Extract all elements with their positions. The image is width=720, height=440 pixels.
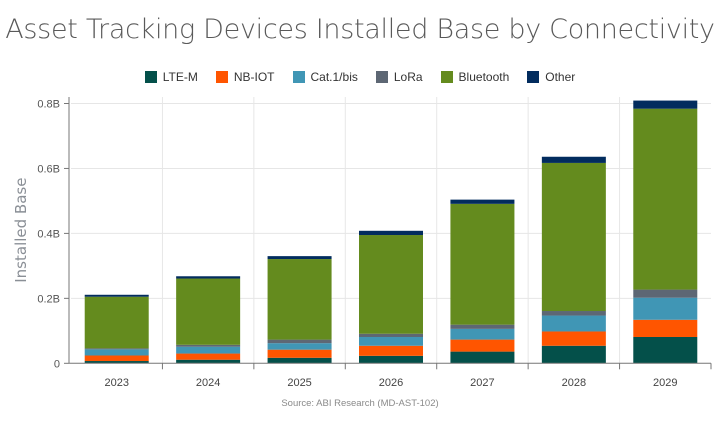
bar-lte-m-2029 — [633, 336, 698, 364]
bar-lte-m-2023 — [84, 361, 149, 364]
bar-bluetooth-2024 — [176, 278, 241, 345]
bar-nb-iot-2026 — [359, 345, 423, 356]
x-tick-label: 2024 — [196, 377, 220, 389]
bar-bluetooth-2029 — [633, 108, 698, 290]
bar-lora-2025 — [267, 339, 332, 344]
legend-item-bluetooth[interactable]: Bluetooth — [440, 70, 510, 84]
y-axis-title: Installed Base — [12, 178, 30, 283]
bar-cat-1-bis-2025 — [267, 343, 332, 350]
bar-other-2029 — [633, 100, 698, 109]
bar-lora-2026 — [359, 333, 423, 337]
legend-swatch — [292, 71, 305, 83]
y-tick-label: 0.8B — [37, 98, 60, 110]
legend-label: Other — [545, 70, 576, 84]
legend-item-lte-m[interactable]: LTE-M — [144, 70, 198, 84]
bar-lora-2023 — [84, 348, 149, 350]
bar-lte-m-2027 — [450, 351, 515, 364]
legend: LTE-M NB-IOT Cat.1/bis LoRa Bluetooth Other — [0, 70, 720, 84]
legend-swatch — [527, 71, 540, 83]
x-tick-label: 2027 — [470, 377, 494, 389]
bar-nb-iot-2028 — [541, 331, 606, 346]
bar-lora-2027 — [450, 324, 515, 329]
bar-other-2027 — [450, 199, 515, 204]
bar-nb-iot-2027 — [450, 339, 515, 352]
bar-cat-1-bis-2028 — [541, 315, 606, 332]
x-tick-label: 2028 — [562, 377, 586, 389]
bar-nb-iot-2025 — [267, 349, 332, 358]
legend-swatch — [375, 71, 388, 83]
bar-cat-1-bis-2023 — [84, 349, 149, 356]
y-tick-label: 0.2B — [37, 293, 60, 305]
bar-cat-1-bis-2024 — [176, 346, 241, 354]
bar-lora-2029 — [633, 289, 698, 298]
bar-lte-m-2028 — [541, 345, 606, 364]
bar-lora-2024 — [176, 344, 241, 347]
bar-bluetooth-2025 — [267, 259, 332, 340]
x-tick-label: 2023 — [104, 377, 128, 389]
bar-other-2025 — [267, 256, 332, 260]
y-tick-label: 0.4B — [37, 228, 60, 240]
bar-cat-1-bis-2027 — [450, 328, 515, 340]
bar-cat-1-bis-2026 — [359, 336, 423, 346]
legend-swatch — [144, 71, 157, 83]
legend-swatch — [215, 71, 228, 83]
legend-label: LoRa — [393, 70, 423, 84]
bar-lte-m-2025 — [267, 357, 332, 364]
bar-other-2026 — [359, 230, 423, 236]
bar-nb-iot-2029 — [633, 319, 698, 337]
bar-lte-m-2024 — [176, 359, 241, 364]
bar-lte-m-2026 — [359, 355, 423, 364]
legend-item-lora[interactable]: LoRa — [375, 70, 423, 84]
bar-other-2028 — [541, 156, 606, 163]
legend-label: Bluetooth — [458, 70, 510, 84]
legend-swatch — [440, 71, 453, 83]
bar-other-2024 — [176, 276, 241, 279]
source-note: Source: ABI Research (MD-AST-102) — [281, 398, 439, 409]
y-tick-label: 0.6B — [37, 163, 60, 175]
bar-bluetooth-2028 — [541, 162, 606, 312]
legend-label: NB-IOT — [233, 70, 275, 84]
bar-other-2023 — [84, 294, 149, 297]
bar-nb-iot-2024 — [176, 353, 241, 360]
x-tick-label: 2029 — [653, 377, 677, 389]
bar-bluetooth-2027 — [450, 203, 515, 325]
bar-cat-1-bis-2029 — [633, 297, 698, 320]
bar-nb-iot-2023 — [84, 355, 149, 362]
legend-item-cat-1-bis[interactable]: Cat.1/bis — [292, 70, 358, 84]
y-tick-label: 0 — [54, 358, 60, 370]
bar-lora-2028 — [541, 311, 606, 316]
bar-bluetooth-2023 — [84, 296, 149, 349]
legend-label: Cat.1/bis — [310, 70, 358, 84]
legend-item-nb-iot[interactable]: NB-IOT — [215, 70, 275, 84]
chart-title: Asset Tracking Devices Installed Base by… — [5, 14, 715, 45]
bar-bluetooth-2026 — [359, 235, 423, 334]
x-tick-label: 2026 — [379, 377, 403, 389]
x-tick-label: 2025 — [287, 377, 311, 389]
legend-label: LTE-M — [162, 70, 198, 84]
legend-item-other[interactable]: Other — [527, 70, 575, 84]
